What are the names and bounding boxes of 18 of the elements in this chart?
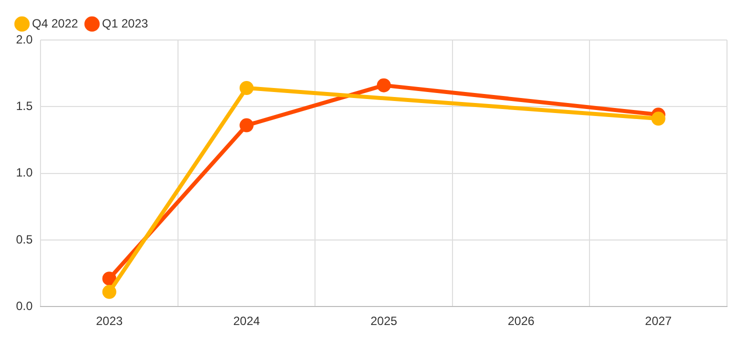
point bbox=[240, 80, 254, 95]
point bbox=[376, 78, 391, 92]
legend-label: Q4 2022 bbox=[32, 16, 78, 30]
point bbox=[651, 112, 666, 126]
y-tick-label: 2.0 bbox=[16, 32, 33, 46]
x-tick-label: 2023 bbox=[96, 314, 123, 328]
x-tick-label: 2024 bbox=[233, 314, 260, 328]
y-tick-label: 0.5 bbox=[16, 232, 33, 246]
x-tick-label: 2025 bbox=[370, 314, 398, 328]
x-tick-label: 2026 bbox=[508, 314, 535, 328]
x-tick-label: 2027 bbox=[645, 314, 672, 328]
y-tick-label: 1.0 bbox=[16, 166, 33, 180]
y-tick-label: 1.5 bbox=[16, 98, 33, 113]
point bbox=[102, 272, 116, 286]
point bbox=[102, 284, 116, 299]
legend-label: Q1 2023 bbox=[102, 16, 148, 30]
point bbox=[240, 118, 254, 132]
y-tick-label: 0.0 bbox=[16, 298, 33, 313]
